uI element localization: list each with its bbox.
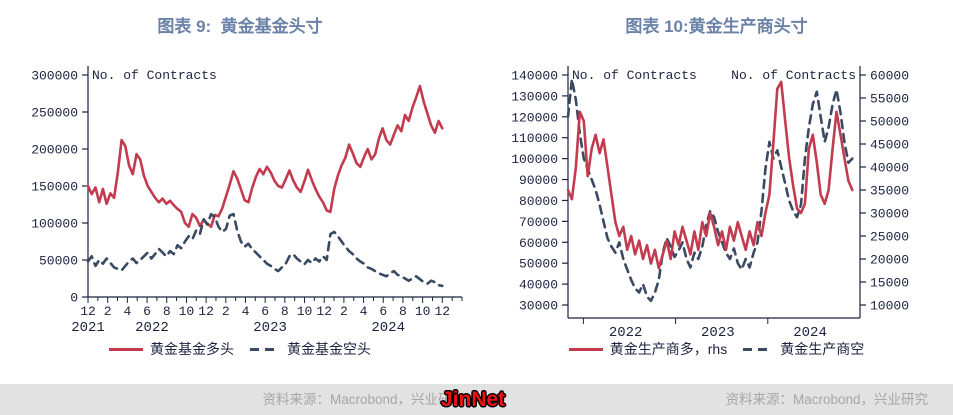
- source-footer: 资料来源：Macrobond，兴业研究 资料来源：Macrobond，兴业研究 …: [0, 384, 953, 415]
- svg-text:12: 12: [80, 304, 96, 319]
- svg-text:100000: 100000: [31, 217, 78, 232]
- svg-text:6: 6: [143, 304, 151, 319]
- legend-label-fund-short: 黄金基金空头: [287, 341, 371, 357]
- svg-text:12: 12: [435, 304, 451, 319]
- gold-producer-positions-chart: 30000 40000 50000 60000 70000 80000 90000 10000…: [511, 66, 909, 341]
- svg-text:250000: 250000: [31, 106, 78, 121]
- svg-text:4: 4: [360, 304, 368, 319]
- svg-text:50000: 50000: [519, 257, 558, 272]
- svg-text:35000: 35000: [870, 184, 909, 199]
- svg-text:8: 8: [399, 304, 407, 319]
- svg-text:No. of Contracts: No. of Contracts: [92, 68, 217, 83]
- svg-text:No. of Contracts: No. of Contracts: [731, 68, 856, 83]
- svg-text:10000: 10000: [870, 299, 909, 314]
- svg-text:60000: 60000: [870, 69, 909, 84]
- svg-text:2022: 2022: [135, 320, 169, 336]
- svg-text:90000: 90000: [519, 173, 558, 188]
- svg-text:50000: 50000: [870, 115, 909, 130]
- svg-text:140000: 140000: [511, 69, 558, 84]
- source-note-left: 资料来源：Macrobond，兴业研究: [262, 392, 465, 407]
- legend-item-fund-short: 黄金基金空头: [250, 339, 371, 359]
- svg-text:70000: 70000: [519, 215, 558, 230]
- svg-text:2023: 2023: [701, 325, 735, 341]
- chart10-title: 图表 10:黄金生产商头寸: [625, 17, 808, 36]
- svg-text:4: 4: [123, 304, 131, 319]
- svg-text:0: 0: [70, 291, 78, 306]
- svg-text:25000: 25000: [870, 230, 909, 245]
- svg-text:12: 12: [316, 304, 332, 319]
- svg-text:2022: 2022: [609, 325, 643, 341]
- svg-text:6: 6: [261, 304, 269, 319]
- svg-text:50000: 50000: [39, 254, 78, 269]
- svg-text:30000: 30000: [870, 207, 909, 222]
- svg-text:2: 2: [340, 304, 348, 319]
- svg-text:10: 10: [179, 304, 195, 319]
- svg-text:10: 10: [415, 304, 431, 319]
- chart10-panel: 图表 10:黄金生产商头寸 30000 40000 50000 60000 70000 8…: [480, 0, 953, 380]
- chart10-legend: 黄金生产商多，rhs 黄金生产商空: [480, 339, 953, 359]
- svg-text:55000: 55000: [870, 92, 909, 107]
- source-note-right: 资料来源：Macrobond，兴业研究: [725, 392, 928, 407]
- svg-text:300000: 300000: [31, 69, 78, 84]
- chart9-legend: 黄金基金多头 黄金基金空头: [0, 339, 480, 359]
- svg-text:10: 10: [297, 304, 313, 319]
- legend-label-producer-long: 黄金生产商多，rhs: [609, 341, 728, 357]
- svg-text:60000: 60000: [519, 236, 558, 251]
- chart9-title: 图表 9: 黄金基金头寸: [157, 17, 323, 36]
- svg-text:6: 6: [379, 304, 387, 319]
- svg-text:12: 12: [198, 304, 214, 319]
- svg-text:4: 4: [242, 304, 250, 319]
- legend-item-producer-short: 黄金生产商空: [743, 339, 864, 359]
- svg-text:100000: 100000: [511, 152, 558, 167]
- dashed-line-swatch-icon: [250, 347, 280, 351]
- svg-text:2024: 2024: [371, 320, 405, 336]
- jinnet-watermark: JinNet: [441, 388, 506, 411]
- svg-text:110000: 110000: [511, 131, 558, 146]
- svg-text:8: 8: [163, 304, 171, 319]
- svg-text:No. of Contracts: No. of Contracts: [572, 68, 697, 83]
- svg-text:45000: 45000: [870, 138, 909, 153]
- svg-text:2: 2: [222, 304, 230, 319]
- dashed-line-swatch-icon: [743, 347, 774, 351]
- svg-text:2: 2: [104, 304, 112, 319]
- svg-text:150000: 150000: [31, 180, 78, 195]
- svg-text:40000: 40000: [519, 278, 558, 293]
- svg-text:20000: 20000: [870, 253, 909, 268]
- svg-text:2023: 2023: [253, 320, 287, 336]
- chart9-panel: 图表 9: 黄金基金头寸 0 50000 100000 150000 200000 250…: [0, 0, 480, 380]
- svg-text:8: 8: [281, 304, 289, 319]
- svg-text:2024: 2024: [793, 325, 827, 341]
- legend-label-producer-short: 黄金生产商空: [780, 341, 865, 357]
- svg-text:130000: 130000: [511, 89, 558, 104]
- legend-item-fund-long: 黄金基金多头: [109, 339, 234, 359]
- legend-label-fund-long: 黄金基金多头: [150, 341, 234, 357]
- svg-text:30000: 30000: [519, 299, 558, 314]
- svg-text:120000: 120000: [511, 110, 558, 125]
- svg-text:200000: 200000: [31, 143, 78, 158]
- svg-text:40000: 40000: [870, 161, 909, 176]
- svg-text:80000: 80000: [519, 194, 558, 209]
- svg-text:15000: 15000: [870, 276, 909, 291]
- legend-item-producer-long: 黄金生产商多，rhs: [568, 339, 728, 359]
- solid-line-swatch-icon: [568, 347, 603, 351]
- svg-text:2021: 2021: [71, 320, 105, 336]
- solid-line-swatch-icon: [109, 347, 143, 351]
